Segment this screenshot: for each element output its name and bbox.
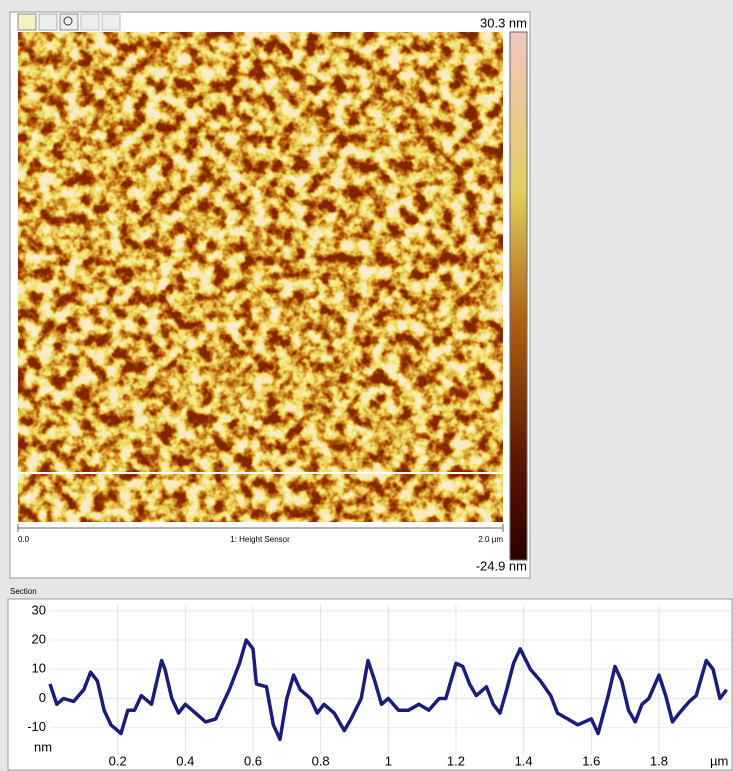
x-tick-label: 0.8 bbox=[312, 753, 330, 768]
x-tick-label: 0.6 bbox=[244, 753, 262, 768]
tool-button[interactable] bbox=[59, 13, 79, 31]
plot: 30 20 10 0 -10 0.2 0.4 0.6 0.8 1 1.2 1.4 1.6 1.8 bbox=[27, 602, 730, 768]
x-tick-label: 0.2 bbox=[109, 753, 127, 768]
x-end-label: 2.0 µm bbox=[478, 535, 503, 544]
min-label: -24.9 nm bbox=[476, 558, 527, 573]
color-bar bbox=[509, 31, 528, 561]
tool-button[interactable] bbox=[80, 13, 100, 31]
max-label: 30.3 nm bbox=[480, 15, 527, 30]
zoom-icon bbox=[63, 16, 73, 26]
y-tick-label: 0 bbox=[39, 690, 46, 705]
x-axis-label: µm bbox=[710, 753, 728, 768]
y-tick-label: -10 bbox=[27, 719, 46, 734]
channel-label: 1: Height Sensor bbox=[230, 535, 290, 544]
x-tick-label: 1.6 bbox=[582, 753, 600, 768]
tool-button[interactable] bbox=[101, 13, 121, 31]
y-tick-label: 20 bbox=[32, 631, 46, 646]
x-start-label: 0.0 bbox=[18, 535, 30, 544]
profile-line bbox=[48, 638, 728, 742]
y-axis-label: nm bbox=[34, 739, 52, 754]
y-tick-label: 10 bbox=[32, 661, 46, 676]
afm-image bbox=[18, 32, 503, 522]
x-tick-label: 1.8 bbox=[650, 753, 668, 768]
tool-button[interactable] bbox=[17, 13, 37, 31]
x-tick-label: 1.4 bbox=[515, 753, 533, 768]
tool-button[interactable] bbox=[38, 13, 58, 31]
y-tick-label: 30 bbox=[32, 602, 46, 617]
x-tick-label: 1 bbox=[385, 753, 392, 768]
x-tick-label: 0.4 bbox=[176, 753, 194, 768]
x-tick-label: 1.2 bbox=[447, 753, 465, 768]
section-label: Section bbox=[10, 587, 37, 596]
toolbar bbox=[17, 13, 121, 31]
